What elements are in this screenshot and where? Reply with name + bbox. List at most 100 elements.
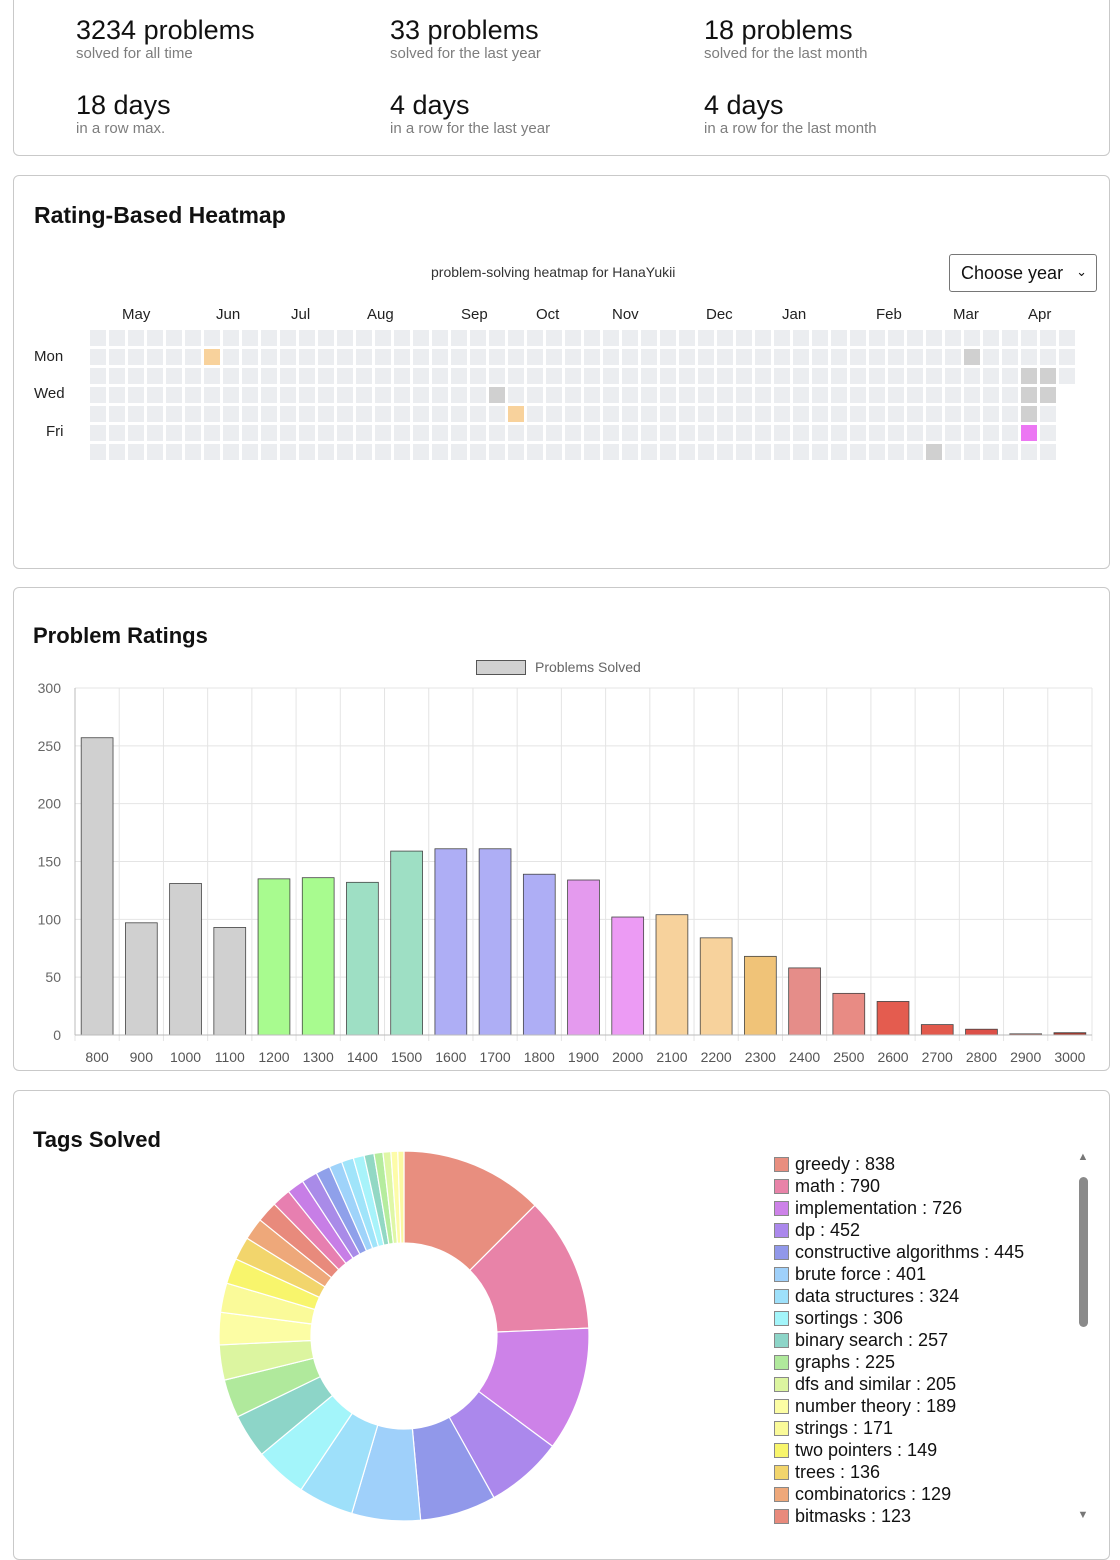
- heatmap-cell[interactable]: [603, 368, 619, 384]
- heatmap-cell[interactable]: [565, 368, 581, 384]
- tag-legend-item[interactable]: math : 790: [774, 1175, 880, 1197]
- heatmap-cell[interactable]: [489, 444, 505, 460]
- rating-bar[interactable]: [257, 878, 291, 1036]
- heatmap-cell[interactable]: [1059, 368, 1075, 384]
- heatmap-cell[interactable]: [907, 330, 923, 346]
- heatmap-cell[interactable]: [793, 349, 809, 365]
- heatmap-cell[interactable]: [679, 330, 695, 346]
- heatmap-cell[interactable]: [147, 387, 163, 403]
- heatmap-cell[interactable]: [736, 425, 752, 441]
- heatmap-cell[interactable]: [698, 368, 714, 384]
- heatmap-cell[interactable]: [128, 368, 144, 384]
- rating-bar[interactable]: [876, 1001, 910, 1036]
- heatmap-cell[interactable]: [603, 425, 619, 441]
- heatmap-cell[interactable]: [185, 387, 201, 403]
- heatmap-cell[interactable]: [964, 406, 980, 422]
- heatmap-cell[interactable]: [1040, 406, 1056, 422]
- tag-legend-item[interactable]: sortings : 306: [774, 1307, 903, 1329]
- heatmap-cell[interactable]: [907, 368, 923, 384]
- tag-legend-item[interactable]: two pointers : 149: [774, 1439, 937, 1461]
- heatmap-cell[interactable]: [755, 406, 771, 422]
- heatmap-cell[interactable]: [280, 368, 296, 384]
- heatmap-cell[interactable]: [204, 425, 220, 441]
- heatmap-cell[interactable]: [451, 349, 467, 365]
- heatmap-cell[interactable]: [641, 406, 657, 422]
- heatmap-cell[interactable]: [831, 349, 847, 365]
- heatmap-cell[interactable]: [508, 444, 524, 460]
- tag-legend-item[interactable]: dp : 452: [774, 1219, 860, 1241]
- heatmap-cell[interactable]: [812, 444, 828, 460]
- heatmap-cell[interactable]: [166, 425, 182, 441]
- heatmap-cell[interactable]: [527, 330, 543, 346]
- heatmap-cell[interactable]: [679, 406, 695, 422]
- heatmap-cell[interactable]: [489, 349, 505, 365]
- rating-bar[interactable]: [920, 1024, 954, 1036]
- heatmap-cell[interactable]: [831, 444, 847, 460]
- heatmap-cell[interactable]: [166, 349, 182, 365]
- heatmap-cell[interactable]: [869, 368, 885, 384]
- heatmap-cell[interactable]: [223, 425, 239, 441]
- heatmap-cell[interactable]: [660, 387, 676, 403]
- rating-bar[interactable]: [213, 927, 247, 1036]
- heatmap-cell[interactable]: [413, 425, 429, 441]
- heatmap-cell[interactable]: [869, 425, 885, 441]
- heatmap-cell[interactable]: [394, 425, 410, 441]
- heatmap-cell[interactable]: [945, 425, 961, 441]
- heatmap-cell[interactable]: [489, 406, 505, 422]
- heatmap-cell[interactable]: [660, 330, 676, 346]
- heatmap-cell[interactable]: [736, 387, 752, 403]
- heatmap-cell[interactable]: [888, 406, 904, 422]
- heatmap-cell[interactable]: [185, 368, 201, 384]
- heatmap-cell[interactable]: [869, 349, 885, 365]
- rating-bar[interactable]: [832, 992, 866, 1036]
- heatmap-cell[interactable]: [888, 425, 904, 441]
- heatmap-cell[interactable]: [394, 349, 410, 365]
- heatmap-cell[interactable]: [451, 387, 467, 403]
- heatmap-cell[interactable]: [755, 387, 771, 403]
- heatmap-cell[interactable]: [641, 425, 657, 441]
- heatmap-cell[interactable]: [128, 444, 144, 460]
- heatmap-cell[interactable]: [223, 349, 239, 365]
- heatmap-cell[interactable]: [337, 425, 353, 441]
- rating-bar[interactable]: [567, 879, 600, 1036]
- heatmap-cell[interactable]: [565, 425, 581, 441]
- heatmap-cell[interactable]: [584, 349, 600, 365]
- heatmap-cell[interactable]: [622, 444, 638, 460]
- heatmap-cell[interactable]: [166, 387, 182, 403]
- heatmap-cell[interactable]: [90, 368, 106, 384]
- heatmap-cell[interactable]: [299, 368, 315, 384]
- heatmap-cell[interactable]: [641, 349, 657, 365]
- heatmap-cell[interactable]: [90, 330, 106, 346]
- rating-bar[interactable]: [169, 883, 202, 1036]
- heatmap-cell[interactable]: [641, 387, 657, 403]
- heatmap-cell[interactable]: [1059, 330, 1075, 346]
- heatmap-cell[interactable]: [128, 425, 144, 441]
- heatmap-cell[interactable]: [261, 349, 277, 365]
- heatmap-cell[interactable]: [964, 349, 980, 365]
- heatmap-cell[interactable]: [717, 330, 733, 346]
- heatmap-cell[interactable]: [698, 330, 714, 346]
- heatmap-cell[interactable]: [565, 330, 581, 346]
- heatmap-cell[interactable]: [299, 406, 315, 422]
- heatmap-cell[interactable]: [907, 406, 923, 422]
- heatmap-cell[interactable]: [698, 444, 714, 460]
- heatmap-cell[interactable]: [299, 330, 315, 346]
- heatmap-cell[interactable]: [584, 387, 600, 403]
- rating-bar[interactable]: [522, 873, 556, 1036]
- heatmap-cell[interactable]: [261, 444, 277, 460]
- rating-bar[interactable]: [125, 922, 158, 1036]
- heatmap-cell[interactable]: [413, 406, 429, 422]
- heatmap-cell[interactable]: [204, 330, 220, 346]
- heatmap-cell[interactable]: [109, 387, 125, 403]
- heatmap-cell[interactable]: [907, 444, 923, 460]
- heatmap-cell[interactable]: [432, 387, 448, 403]
- heatmap-cell[interactable]: [508, 406, 524, 422]
- heatmap-cell[interactable]: [717, 349, 733, 365]
- heatmap-cell[interactable]: [337, 349, 353, 365]
- heatmap-cell[interactable]: [964, 330, 980, 346]
- heatmap-cell[interactable]: [546, 387, 562, 403]
- heatmap-cell[interactable]: [641, 444, 657, 460]
- heatmap-cell[interactable]: [394, 368, 410, 384]
- heatmap-cell[interactable]: [888, 368, 904, 384]
- heatmap-cell[interactable]: [280, 330, 296, 346]
